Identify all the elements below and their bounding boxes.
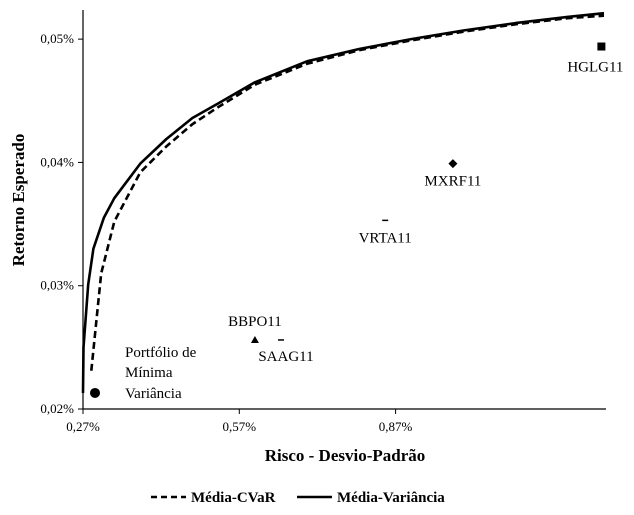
legend: Média-CVaR Média-Variância — [151, 490, 445, 506]
series-line-m-dia-vari-ncia — [81, 11, 605, 394]
point-bbpo11-marker — [250, 335, 259, 343]
y-axis-ticks: 0,02% 0,03% 0,04% 0,05% — [40, 31, 83, 416]
legend-label-media-variancia: Média-Variância — [337, 490, 445, 506]
min-variance-label-line-2: Mínima — [125, 365, 173, 381]
y-tick-label: 0,03% — [40, 278, 74, 293]
x-tick-label: 0,57% — [223, 419, 257, 434]
min-variance-label-line-1: Portfólio de — [125, 345, 197, 361]
x-tick-label: 0,87% — [379, 419, 413, 434]
points-layer: HGLG11 MXRF11 VRTA11 BBPO11 SAAG11 — [228, 42, 623, 365]
x-axis-title: Risco - Desvio-Padrão — [265, 446, 426, 465]
point-hglg11-marker — [597, 42, 606, 51]
point-vrta11-label: VRTA11 — [359, 230, 412, 246]
x-tick-label: 0,27% — [66, 419, 100, 434]
point-hglg11-label: HGLG11 — [567, 60, 623, 76]
min-variance-label-line-3: Variância — [125, 386, 182, 402]
point-mxrf11-marker — [448, 159, 458, 169]
point-mxrf11-label: MXRF11 — [424, 174, 481, 190]
series-layer — [81, 11, 605, 394]
series-line-m-dia-cvar — [90, 14, 605, 371]
y-tick-label: 0,04% — [40, 154, 74, 169]
legend-label-media-cvar: Média-CVaR — [191, 490, 276, 506]
min-variance-point — [90, 387, 100, 398]
x-axis-ticks: 0,27% 0,57% 0,87% — [66, 409, 413, 434]
y-tick-label: 0,02% — [40, 401, 74, 416]
point-bbpo11-label: BBPO11 — [228, 314, 282, 330]
y-tick-label: 0,05% — [40, 31, 74, 46]
y-axis-title: Retorno Esperado — [9, 134, 28, 267]
point-saag11-label: SAAG11 — [258, 349, 313, 365]
